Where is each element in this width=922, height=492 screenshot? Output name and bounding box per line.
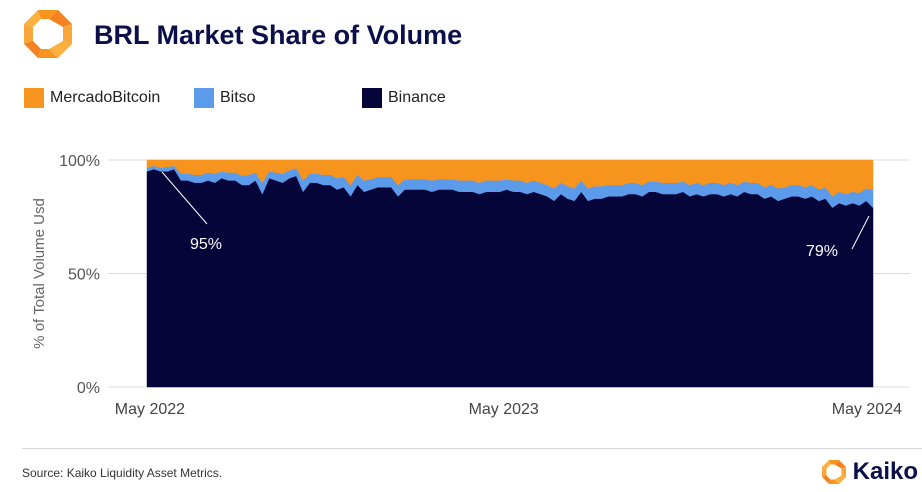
footer-divider [22, 448, 922, 449]
legend-swatch-mercadobitcoin [24, 88, 44, 108]
brand-logo: Kaiko [821, 458, 918, 486]
annotation-leader [851, 215, 870, 250]
legend-item-binance[interactable]: Binance [362, 88, 446, 108]
source-note: Source: Kaiko Liquidity Asset Metrics. [22, 466, 223, 480]
brand-name: Kaiko [852, 458, 918, 485]
series-area-binance [146, 168, 874, 388]
series-area-mercadobitcoin [146, 159, 874, 197]
kaiko-logo-icon [24, 10, 72, 58]
x-tick-label: May 2022 [115, 401, 185, 418]
y-tick-label: 100% [59, 153, 100, 170]
legend-label-mercadobitcoin: MercadoBitcoin [50, 89, 161, 106]
annotation-label: 95% [190, 236, 222, 253]
legend-item-mercadobitcoin[interactable]: MercadoBitcoin [24, 88, 160, 108]
y-axis-title: % of Total Volume Usd [31, 198, 48, 349]
legend-item-bitso[interactable]: Bitso [194, 88, 256, 108]
x-tick-label: May 2023 [469, 401, 539, 418]
x-tick-label: May 2024 [832, 401, 902, 418]
annotation-leader [161, 171, 208, 225]
legend-swatch-binance [362, 88, 382, 108]
kaiko-small-logo-icon [821, 460, 846, 484]
area-chart: 0% 50% 100% % of Total Volume Usd May 2022 Ma… [31, 153, 910, 418]
y-tick-label: 50% [68, 267, 100, 284]
legend-swatch-bitso [194, 88, 214, 108]
y-tick-label: 0% [77, 380, 100, 397]
legend-label-bitso: Bitso [220, 89, 256, 106]
legend-label-binance: Binance [388, 89, 446, 106]
annotation-label: 79% [806, 243, 838, 260]
page-title: BRL Market Share of Volume [94, 20, 463, 50]
